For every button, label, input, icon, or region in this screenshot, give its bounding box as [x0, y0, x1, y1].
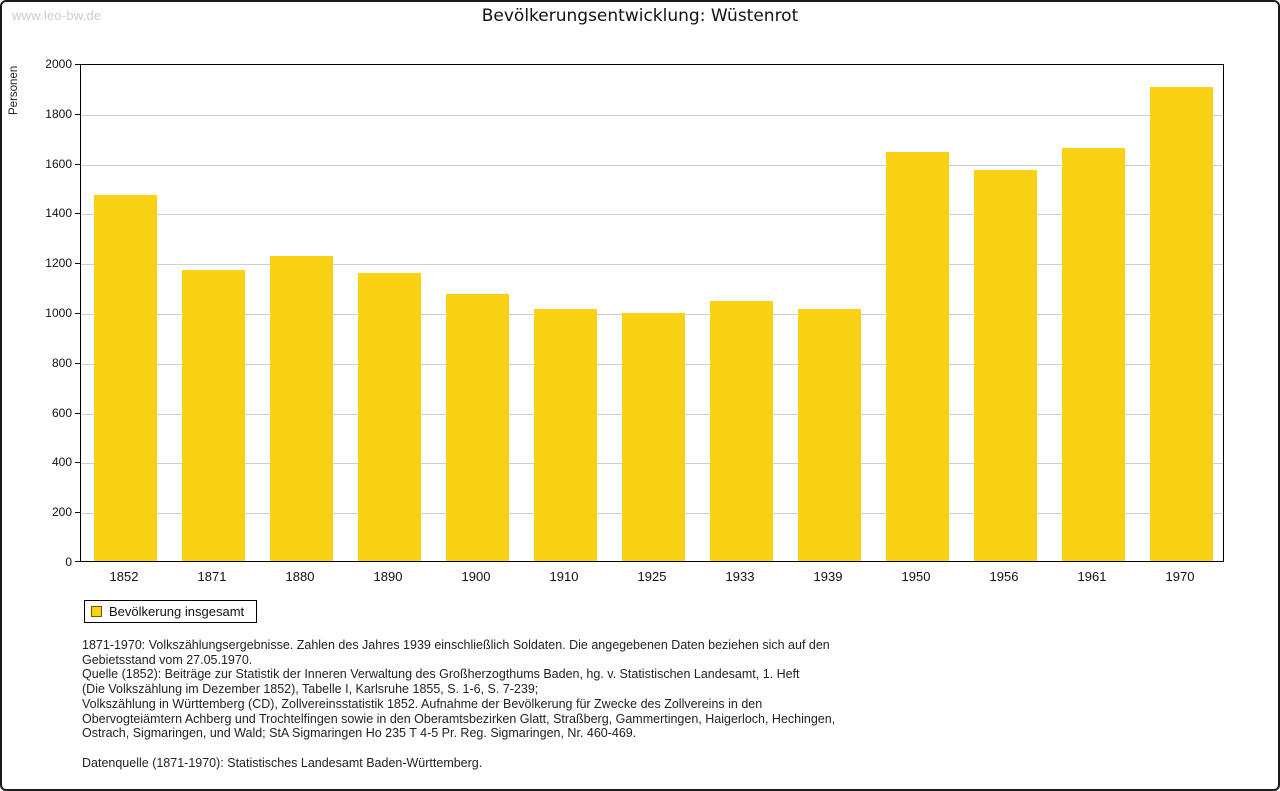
- footnotes: 1871-1970: Volkszählungsergebnisse. Zahl…: [82, 638, 835, 770]
- bar-1871: [181, 269, 245, 561]
- bar-1956: [973, 170, 1037, 561]
- x-tick-label: 1970: [1165, 569, 1195, 584]
- bar-1970: [1149, 87, 1213, 561]
- footnote-datasource: Datenquelle (1871-1970): Statistisches L…: [82, 755, 483, 770]
- x-tick-label: 1852: [109, 569, 139, 584]
- gridline: [81, 164, 1223, 166]
- y-tick-label: 800: [51, 355, 72, 370]
- x-tick-label: 1933: [725, 569, 755, 584]
- watermark: www.leo-bw.de: [12, 8, 102, 23]
- page-title: Bevölkerungsentwicklung: Wüstenrot: [481, 6, 799, 26]
- plot-area: [80, 64, 1224, 562]
- footnote-line: 1871-1970: Volkszählungsergebnisse. Zahl…: [82, 638, 830, 652]
- bar-1925: [621, 313, 685, 561]
- y-tick-mark: [75, 163, 80, 165]
- bar-1852: [93, 195, 157, 561]
- footnote-line: Ostrach, Sigmaringen, und Wald; StA Sigm…: [82, 726, 637, 741]
- bar-1880: [269, 255, 333, 561]
- y-tick-mark: [75, 263, 80, 265]
- legend-color-swatch-icon: [91, 606, 102, 617]
- bar-1900: [445, 294, 509, 561]
- y-tick-label: 1600: [45, 156, 72, 171]
- footnote-line: Gebietsstand vom 27.05.1970.: [82, 652, 253, 667]
- plot-wrapper: 0 200 400 600 800 1000 1200 1400 1600 1800 2000 185…: [45, 57, 1224, 584]
- y-tick-mark: [75, 462, 80, 464]
- footnote-line: (Die Volkszählung im Dezember 1852), Tab…: [82, 682, 539, 697]
- y-tick-label: 200: [51, 505, 72, 520]
- x-tick-label: 1950: [901, 569, 931, 584]
- y-tick-mark: [75, 412, 80, 414]
- gridline: [81, 214, 1223, 216]
- y-tick-mark: [75, 512, 80, 514]
- footnote-line: Quelle (1852): Beiträge zur Statistik de…: [82, 667, 800, 682]
- y-tick-label: 0: [65, 555, 72, 569]
- bar-1890: [357, 273, 421, 561]
- y-tick-mark: [75, 362, 80, 364]
- y-tick-label: 1200: [45, 256, 72, 271]
- y-tick-label: 1800: [45, 106, 72, 121]
- footnote-line: Volkszählung in Württemberg (CD), Zollve…: [82, 696, 763, 711]
- x-tick-label: 1939: [813, 569, 843, 584]
- y-tick-label: 1000: [45, 306, 72, 320]
- x-tick-label: 1910: [549, 569, 579, 584]
- legend-label: Bevölkerung insgesamt: [109, 604, 245, 619]
- y-tick-label: 1400: [45, 206, 72, 221]
- gridline: [81, 264, 1223, 266]
- bar-1933: [709, 300, 773, 561]
- gridline: [81, 114, 1223, 116]
- x-tick-label: 1925: [637, 569, 667, 584]
- footnote-spacer: [82, 741, 835, 756]
- x-tick-label: 1900: [461, 569, 491, 584]
- x-tick-label: 1880: [285, 569, 315, 584]
- bar-1910: [533, 309, 597, 561]
- y-tick-label: 400: [51, 455, 72, 470]
- legend: Bevölkerung insgesamt: [84, 600, 258, 623]
- footnote-line: Obervogteiämtern Achberg und Trochtelfin…: [82, 711, 836, 726]
- y-tick-mark: [75, 313, 80, 314]
- x-tick-label: 1956: [989, 569, 1019, 584]
- y-tick-mark: [75, 64, 80, 65]
- bar-1950: [885, 151, 949, 561]
- y-tick-mark: [75, 113, 80, 115]
- bar-1961: [1061, 148, 1125, 561]
- x-tick-label: 1890: [373, 569, 403, 584]
- y-tick-mark: [75, 561, 80, 562]
- x-tick-label: 1961: [1077, 569, 1107, 584]
- x-tick-label: 1871: [197, 569, 227, 584]
- y-tick-mark: [75, 213, 80, 215]
- y-tick-label: 2000: [45, 57, 72, 71]
- y-tick-label: 600: [51, 405, 72, 420]
- bar-1939: [797, 309, 861, 561]
